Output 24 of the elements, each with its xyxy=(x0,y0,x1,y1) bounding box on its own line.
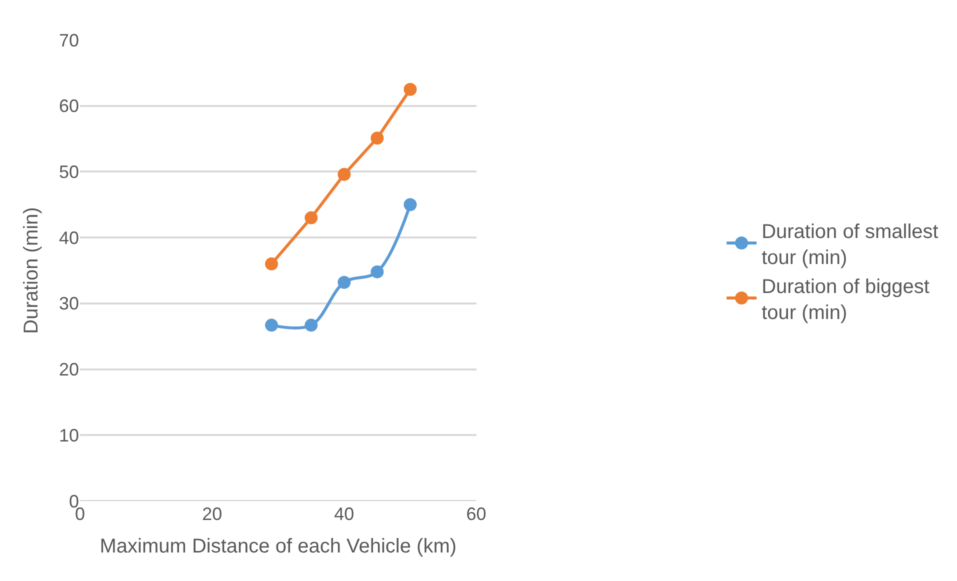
point xyxy=(338,276,351,289)
y-tick-label: 60 xyxy=(58,96,79,116)
x-tick-label: 40 xyxy=(334,504,354,524)
legend-label: Duration of smallest tour (min) xyxy=(762,220,939,269)
point xyxy=(265,257,278,270)
point xyxy=(404,198,417,212)
y-tick-label: 10 xyxy=(58,425,79,446)
y-tick-label: 40 xyxy=(58,228,79,248)
x-axis-title: Maximum Distance of each Vehicle (km) xyxy=(100,536,457,558)
point xyxy=(338,168,351,181)
y-tick-label: 20 xyxy=(58,360,79,380)
y-axis-title: Duration (min) xyxy=(20,207,42,334)
point xyxy=(370,132,384,145)
legend-label: Duration of biggest tour (min) xyxy=(762,276,930,324)
point xyxy=(404,82,417,96)
y-tick-label: 70 xyxy=(58,30,79,50)
x-tick-label: 60 xyxy=(466,504,486,524)
point xyxy=(304,318,318,332)
point xyxy=(265,318,278,332)
point xyxy=(304,211,318,224)
y-tick-label: 30 xyxy=(58,294,79,314)
point xyxy=(370,265,384,278)
y-tick-label: 50 xyxy=(58,162,79,182)
x-tick-label: 20 xyxy=(202,504,222,524)
